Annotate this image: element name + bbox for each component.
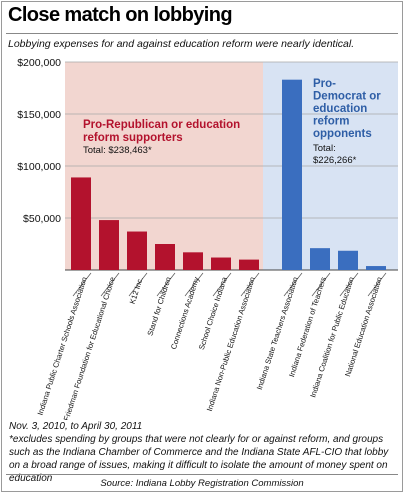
group-heading-line: education (313, 103, 367, 115)
bar (71, 177, 91, 270)
date-range-note: Nov. 3, 2010, to April 30, 2011 (9, 421, 143, 432)
category-label: K12 Inc. (128, 276, 145, 305)
bar (211, 257, 231, 270)
category-label: Friedman Foundation for Educational Choi… (62, 276, 117, 420)
chart-subtitle: Lobbying expenses for and against educat… (8, 38, 355, 50)
category-label: Indiana Public Charter Schools Associati… (36, 276, 89, 416)
bar (366, 266, 386, 270)
bar (183, 252, 203, 270)
lobbying-bar-chart: $50,000 $100,000 $150,000 $200,000 Indiana P… (17, 57, 398, 420)
footnote: *excludes spending by groups that were n… (9, 434, 389, 484)
category-leader (128, 272, 148, 297)
category-leader (283, 272, 303, 297)
category-leader (311, 272, 331, 297)
chart-title: Close match on lobbying (8, 4, 233, 26)
category-label: School Choice Indiana (197, 275, 229, 351)
y-tick-label: $150,000 (17, 109, 61, 121)
category-leader (212, 272, 232, 297)
category-label: Connections Academy (169, 276, 201, 351)
category-leader (240, 272, 260, 297)
category-leader (72, 272, 92, 297)
bar (127, 231, 147, 270)
group-heading-line: Pro- (313, 78, 336, 90)
group-total-label: Total: (313, 143, 336, 154)
y-tick-label: $100,000 (17, 161, 61, 173)
bar (310, 248, 330, 270)
source-divider (6, 474, 398, 475)
y-tick-label: $200,000 (17, 57, 61, 69)
category-leader (156, 272, 176, 297)
bar (99, 220, 119, 270)
category-label: Stand for Children (145, 276, 172, 337)
category-leader (100, 272, 120, 297)
bar (155, 244, 175, 270)
category-leader (339, 272, 359, 297)
bar (338, 250, 358, 270)
group-total-label: Total: $238,463* (83, 145, 152, 156)
bar (282, 79, 302, 271)
group-heading-line: reform (313, 116, 349, 128)
source-line: Source: Indiana Lobby Registration Commi… (100, 478, 304, 489)
category-leader (367, 272, 387, 297)
y-tick-label: $50,000 (23, 213, 61, 225)
category-leader (184, 272, 204, 297)
group-heading-line: Democrat or (313, 91, 381, 103)
group-total-value: $226,266* (313, 155, 357, 166)
bar (239, 259, 259, 270)
group-heading-line: Pro-Republican or education (83, 119, 240, 131)
group-heading-line: opponents (313, 128, 372, 140)
title-divider (6, 33, 398, 34)
group-heading-line: reform supporters (83, 132, 183, 144)
